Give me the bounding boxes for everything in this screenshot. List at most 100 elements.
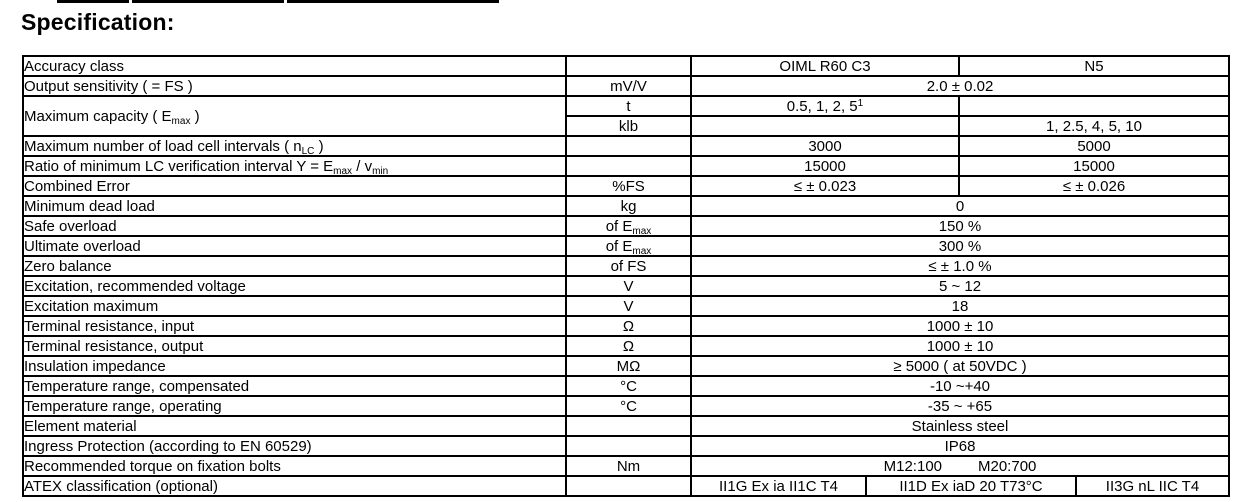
value-text: -35 ~ +65 xyxy=(927,397,993,415)
row-label-text: ATEX classification (optional) xyxy=(24,477,218,495)
row-label-text: ) xyxy=(314,137,324,155)
value-text: 1, 2.5, 4, 5, 10 xyxy=(1046,117,1142,135)
value-cell: 5 ~ 12 xyxy=(690,275,1230,297)
value-cell-atex-nl: II3G nL IIC T4 xyxy=(1075,475,1230,497)
unit-cell: °C xyxy=(565,375,692,397)
value-cell: 300 % xyxy=(690,235,1230,257)
value-text: 0 xyxy=(955,197,965,215)
unit-text: mV/V xyxy=(610,77,647,95)
value-text: ≤ ± 0.026 xyxy=(1062,177,1126,195)
specification-table: Accuracy class OIML R60 C3 N5 Output sen… xyxy=(22,55,1230,497)
unit-subscript: max xyxy=(632,245,652,256)
row-label-subscript: LC xyxy=(301,145,315,156)
row-label-text: Excitation, recommended voltage xyxy=(24,277,246,295)
value-text: 5 ~ 12 xyxy=(938,277,982,295)
unit-cell: mV/V xyxy=(565,75,692,97)
row-label: Ingress Protection (according to EN 6052… xyxy=(22,435,567,457)
unit-cell: Ω xyxy=(565,335,692,357)
unit-cell: kg xyxy=(565,195,692,217)
value-cell: -10 ~+40 xyxy=(690,375,1230,397)
unit-cell: V xyxy=(565,275,692,297)
row-label-text: Safe overload xyxy=(24,217,117,235)
row-label: ATEX classification (optional) xyxy=(22,475,567,497)
value-cell-n5-class: N5 xyxy=(958,55,1230,77)
value-cell-empty xyxy=(690,115,960,137)
unit-cell: Ω xyxy=(565,315,692,337)
value-text: 15000 xyxy=(1073,157,1115,175)
value-text: 15000 xyxy=(804,157,846,175)
value-text: 5000 xyxy=(1077,137,1111,155)
row-label-text: Combined Error xyxy=(24,177,130,195)
row-label: Terminal resistance, input xyxy=(22,315,567,337)
unit-text: t xyxy=(626,97,631,115)
row-label-text: Minimum dead load xyxy=(24,197,155,215)
value-cell-n5: ≤ ± 0.026 xyxy=(958,175,1230,197)
table-row-excitation-recommended: Excitation, recommended voltage V 5 ~ 12 xyxy=(22,275,1230,297)
value-text: 3000 xyxy=(808,137,842,155)
unit-text: klb xyxy=(618,117,639,135)
table-row-accuracy-class: Accuracy class OIML R60 C3 N5 xyxy=(22,55,1230,77)
row-label-subscript: min xyxy=(372,165,389,176)
table-row-ultimate-overload: Ultimate overload of Emax 300 % xyxy=(22,235,1230,257)
unit-text: V xyxy=(623,277,634,295)
table-row-safe-overload: Safe overload of Emax 150 % xyxy=(22,215,1230,237)
row-label-text: / v xyxy=(352,157,373,175)
value-cell-torque: M12:100 M20:700 xyxy=(690,455,1230,477)
table-row-insulation-impedance: Insulation impedance MΩ ≥ 5000 ( at 50VD… xyxy=(22,355,1230,377)
unit-cell-empty xyxy=(565,435,692,457)
value-cell: 2.0 ± 0.02 xyxy=(690,75,1230,97)
table-row-maximum-capacity-t: Maximum capacity ( Emax ) t 0.5, 1, 2, 5… xyxy=(22,95,1230,137)
value-text: -10 ~+40 xyxy=(929,377,991,395)
table-row-verification-ratio: Ratio of minimum LC verification interva… xyxy=(22,155,1230,177)
row-label: Safe overload xyxy=(22,215,567,237)
row-label-text: Temperature range, compensated xyxy=(24,377,250,395)
row-label: Ratio of minimum LC verification interva… xyxy=(22,155,567,177)
value-cell-n5: 15000 xyxy=(958,155,1230,177)
row-label: Insulation impedance xyxy=(22,355,567,377)
value-text: 2.0 ± 0.02 xyxy=(926,77,994,95)
value-cell: Stainless steel xyxy=(690,415,1230,437)
value-text: II1D Ex iaD 20 T73°C xyxy=(899,477,1043,495)
unit-text: of FS xyxy=(610,257,647,275)
value-cell-oiml-class: OIML R60 C3 xyxy=(690,55,960,77)
row-label: Temperature range, compensated xyxy=(22,375,567,397)
row-label: Accuracy class xyxy=(22,55,567,77)
row-label-subscript: max xyxy=(333,165,353,176)
unit-cell-empty xyxy=(565,475,692,497)
value-cell: ≥ 5000 ( at 50VDC ) xyxy=(690,355,1230,377)
unit-cell: V xyxy=(565,295,692,317)
row-label: Maximum number of load cell intervals ( … xyxy=(22,135,567,157)
value-cell: ≤ ± 1.0 % xyxy=(690,255,1230,277)
page-title: Specification: xyxy=(21,9,175,35)
row-label: Minimum dead load xyxy=(22,195,567,217)
value-cell-c3: ≤ ± 0.023 xyxy=(690,175,960,197)
value-cell: 1000 ± 10 xyxy=(690,315,1230,337)
table-row-temperature-compensated: Temperature range, compensated °C -10 ~+… xyxy=(22,375,1230,397)
unit-cell-empty xyxy=(565,415,692,437)
unit-cell: of FS xyxy=(565,255,692,277)
value-cell: 150 % xyxy=(690,215,1230,237)
table-row-terminal-resistance-input: Terminal resistance, input Ω 1000 ± 10 xyxy=(22,315,1230,337)
table-row-recommended-torque: Recommended torque on fixation bolts Nm … xyxy=(22,455,1230,477)
unit-cell: °C xyxy=(565,395,692,417)
row-label-text: Element material xyxy=(24,417,137,435)
unit-text: °C xyxy=(620,377,637,395)
table-row-load-cell-intervals: Maximum number of load cell intervals ( … xyxy=(22,135,1230,157)
row-label: Maximum capacity ( Emax ) xyxy=(22,95,567,137)
value-cell: -35 ~ +65 xyxy=(690,395,1230,417)
unit-cell: Nm xyxy=(565,455,692,477)
table-row-excitation-maximum: Excitation maximum V 18 xyxy=(22,295,1230,317)
value-text: N5 xyxy=(1084,57,1104,75)
row-label-text: Temperature range, operating xyxy=(24,397,222,415)
value-text: 150 % xyxy=(938,217,982,235)
table-row-element-material: Element material Stainless steel xyxy=(22,415,1230,437)
value-cell: 18 xyxy=(690,295,1230,317)
row-label-text: Zero balance xyxy=(24,257,112,275)
value-text: Stainless steel xyxy=(911,417,1009,435)
value-cell: 0 xyxy=(690,195,1230,217)
row-label-text: Terminal resistance, output xyxy=(24,337,204,355)
unit-text: Ω xyxy=(622,317,635,335)
value-cell-n5: 5000 xyxy=(958,135,1230,157)
row-label: Excitation, recommended voltage xyxy=(22,275,567,297)
